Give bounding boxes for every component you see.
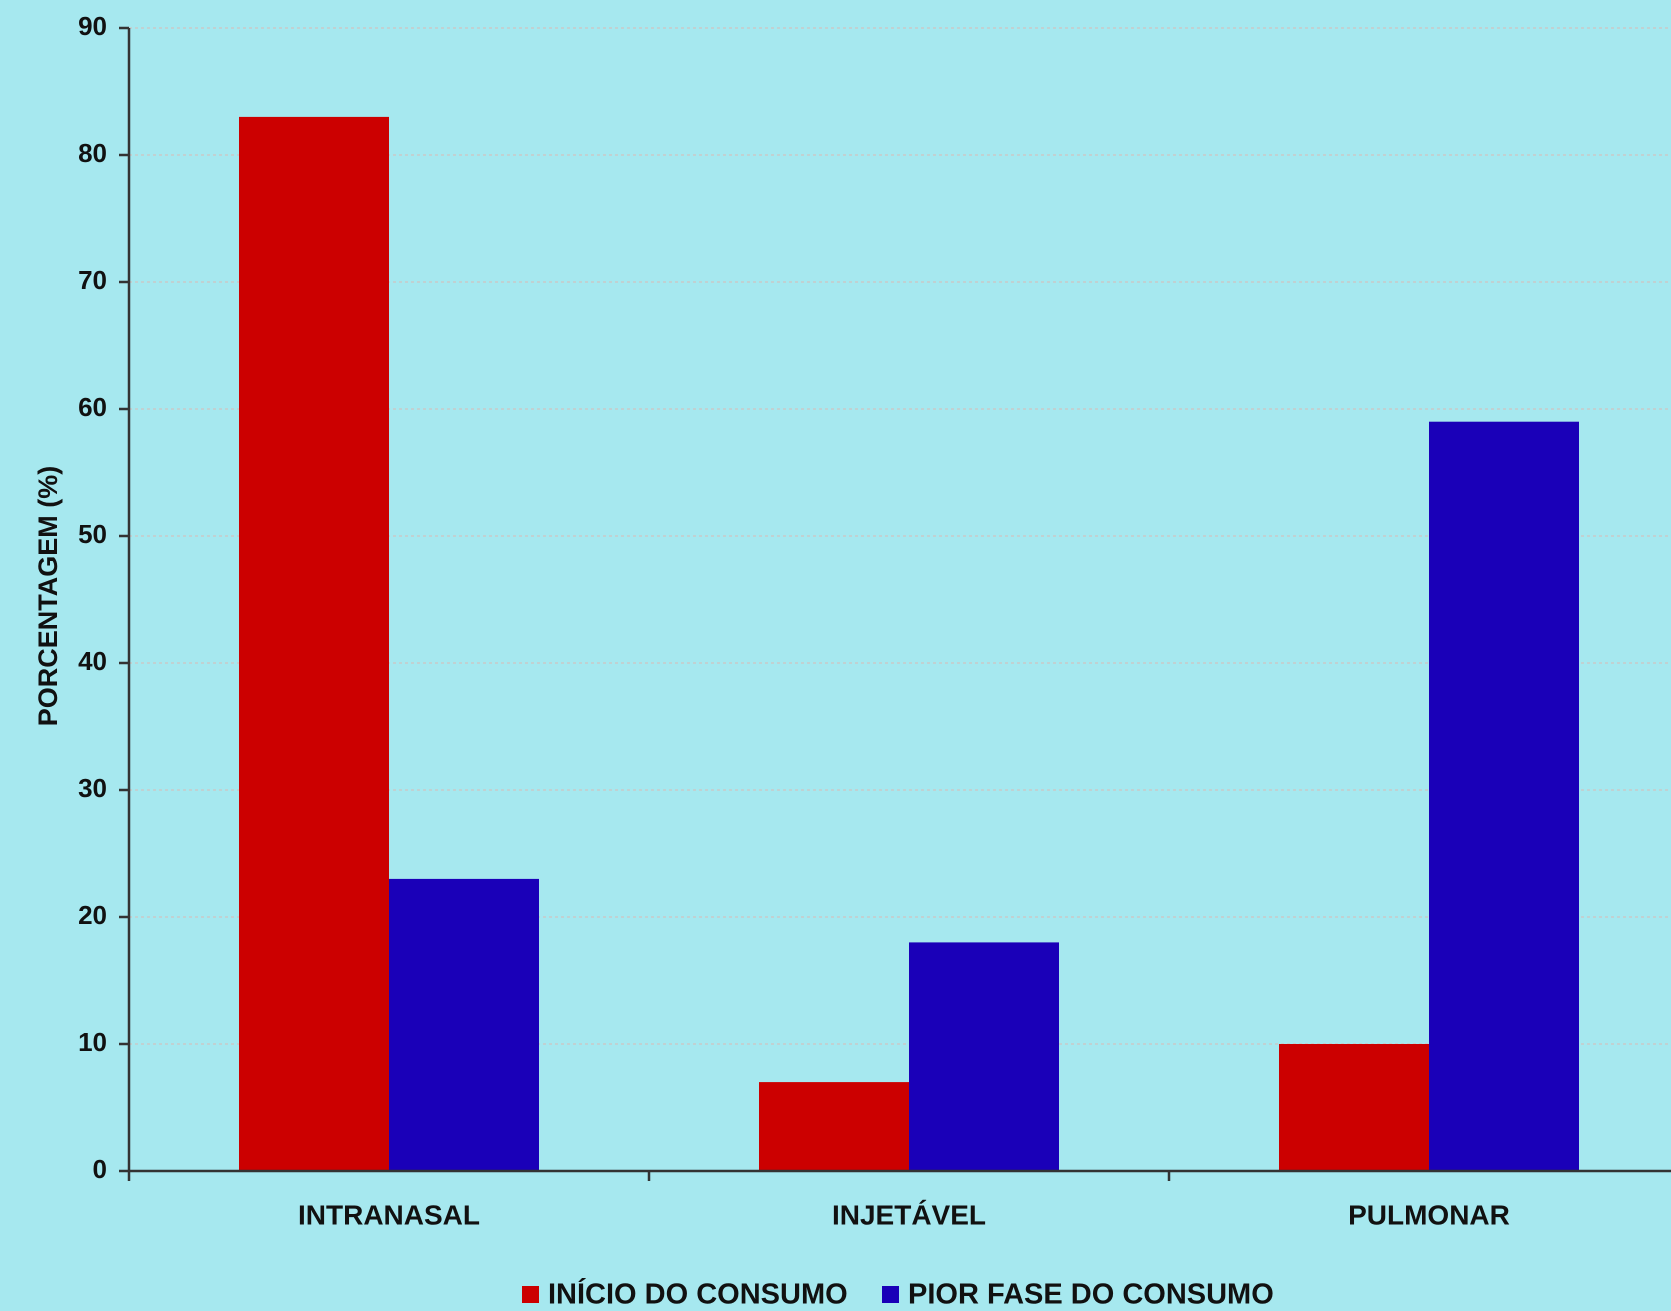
y-ticks: 0 10 20 30 40 50 60 70 80 90 [78,11,129,1184]
x-category-label: INTRANASAL [298,1199,480,1230]
bar [1429,421,1579,1171]
y-tick-label: 50 [78,519,107,549]
y-tick-label: 30 [78,773,107,803]
bar [1279,1044,1429,1171]
y-tick-label: 80 [78,138,107,168]
bars [239,116,1579,1171]
bar [389,878,539,1171]
y-axis-title: PORCENTAGEM (%) [33,466,63,727]
gridlines [129,27,1671,1045]
y-tick-label: 60 [78,392,107,422]
y-tick-label: 20 [78,900,107,930]
x-category-label: INJETÁVEL [832,1199,986,1230]
legend-label: INÍCIO DO CONSUMO [548,1277,848,1311]
legend: INÍCIO DO CONSUMO PIOR FASE DO CONSUMO [522,1277,1274,1311]
legend-swatch [882,1286,899,1303]
bar [759,1082,909,1171]
bar [909,942,1059,1171]
y-tick-label: 40 [78,646,107,676]
y-tick-label: 10 [78,1027,107,1057]
y-tick-label: 90 [78,11,107,41]
legend-label: PIOR FASE DO CONSUMO [908,1279,1274,1311]
x-category-label: PULMONAR [1348,1199,1510,1230]
y-tick-label: 70 [78,265,107,295]
y-tick-label: 0 [93,1154,107,1184]
legend-swatch [522,1286,539,1303]
x-category-labels: INTRANASAL INJETÁVEL PULMONAR [298,1171,1510,1230]
axes [127,28,1671,1181]
bar [239,116,389,1171]
